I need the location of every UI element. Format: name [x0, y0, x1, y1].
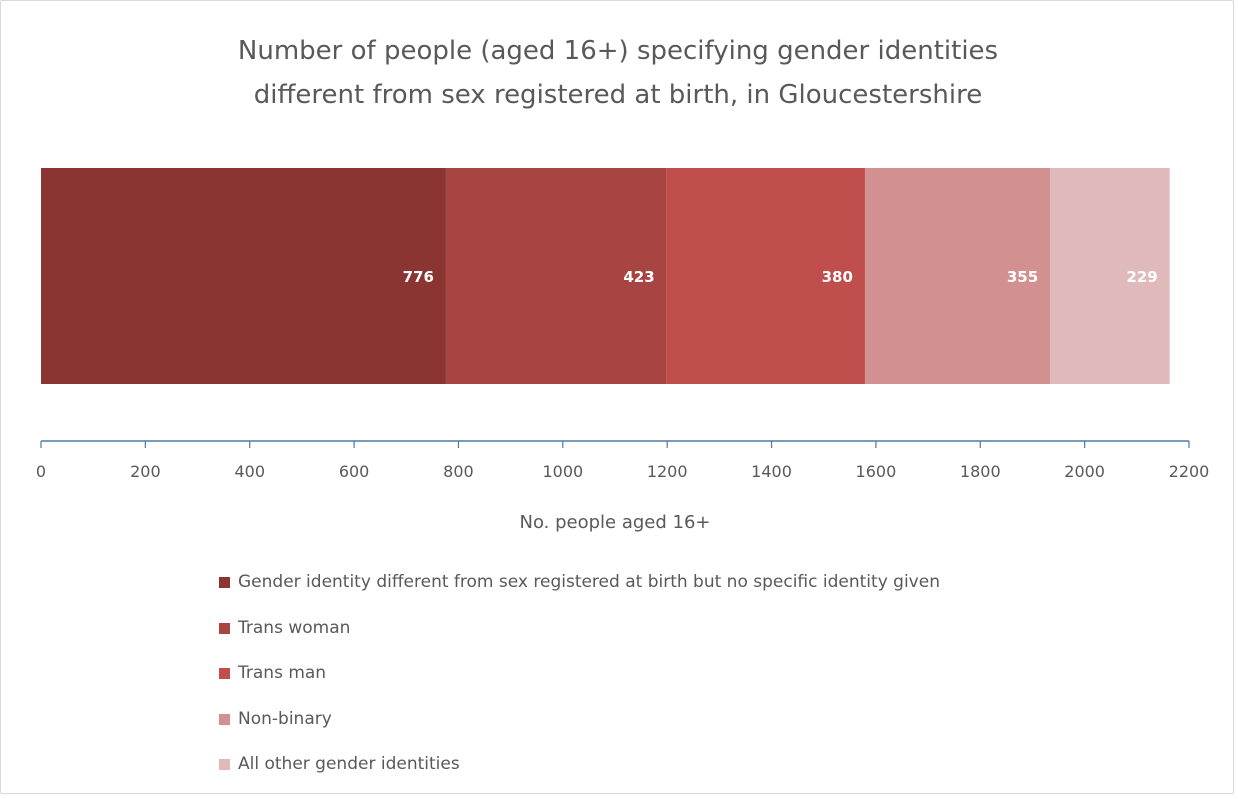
data-label-3: 380 [822, 268, 853, 286]
legend-swatch-3 [219, 668, 230, 679]
legend-swatch-2 [219, 622, 230, 634]
x-tick-label-1600: 1600 [856, 462, 897, 481]
x-tick-label-600: 600 [339, 462, 370, 481]
x-tick-label-0: 0 [36, 462, 46, 481]
x-tick-label-800: 800 [443, 462, 474, 481]
chart-plot: 776 423 380 355 229 0 200 400 600 800 1000 1200 1400… [36, 168, 1210, 533]
chart-title-line-2: different from sex registered at birth, … [253, 80, 983, 110]
data-label-5: 229 [1126, 268, 1157, 286]
legend-label-5: All other gender identities [238, 754, 460, 774]
x-tick-label-200: 200 [130, 462, 161, 481]
x-tick-label-1400: 1400 [751, 462, 792, 481]
legend-item-1: Gender identity different from sex regis… [219, 571, 940, 617]
legend-label-4: Non-binary [238, 708, 332, 729]
bar-segment-2 [445, 168, 667, 384]
legend-label-1: Gender identity different from sex regis… [238, 572, 940, 592]
legend-item-5: All other gender identities [219, 753, 940, 799]
chart-title: Number of people (aged 16+) specifying g… [1, 29, 1235, 117]
bar-segment-1 [41, 168, 446, 384]
bar-segment-5 [1050, 168, 1170, 384]
x-tick-label-1200: 1200 [647, 462, 688, 481]
x-tick-label-2200: 2200 [1169, 462, 1210, 481]
legend-swatch-4 [219, 713, 230, 725]
legend-item-2: Trans woman [219, 617, 940, 663]
bar-segment-3 [666, 168, 865, 384]
legend-label-3: Trans man [238, 663, 327, 683]
legend-swatch-5 [219, 759, 230, 770]
x-tick-label-1000: 1000 [542, 462, 583, 481]
bar-segment-4 [864, 168, 1051, 384]
legend-item-4: Non-binary [219, 708, 940, 754]
chart-title-line-1: Number of people (aged 16+) specifying g… [237, 36, 999, 66]
x-tick-label-1800: 1800 [960, 462, 1001, 481]
x-axis-title: No. people aged 16+ [519, 512, 710, 533]
data-label-2: 423 [623, 268, 654, 286]
legend-label-2: Trans woman [238, 617, 351, 638]
x-tick-label-400: 400 [234, 462, 265, 481]
legend-item-3: Trans man [219, 662, 940, 708]
legend-swatch-1 [219, 577, 230, 588]
chart-legend: Gender identity different from sex regis… [219, 571, 940, 799]
data-label-4: 355 [1007, 268, 1038, 286]
data-label-1: 776 [403, 268, 434, 286]
x-tick-label-2000: 2000 [1064, 462, 1105, 481]
